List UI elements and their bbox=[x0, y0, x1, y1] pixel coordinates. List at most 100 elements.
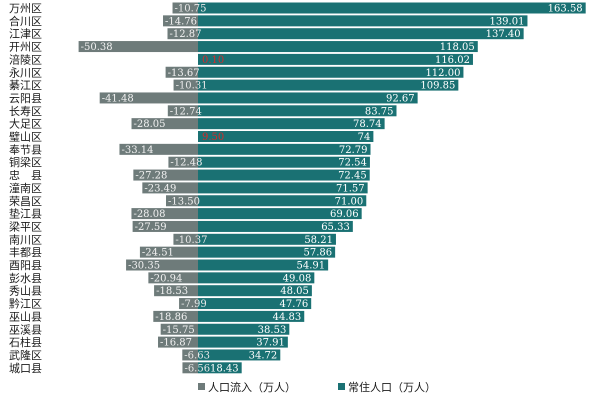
inflow-bar bbox=[119, 143, 198, 155]
category-label: 酉阳县 bbox=[9, 259, 42, 272]
resident-value-label: 72.54 bbox=[338, 158, 367, 169]
resident-bar bbox=[198, 79, 459, 91]
category-label: 丰都县 bbox=[9, 246, 42, 259]
resident-value-label: 48.05 bbox=[280, 286, 309, 297]
inflow-bar bbox=[158, 336, 198, 348]
resident-bar bbox=[198, 66, 464, 78]
category-labels: 万州区合川区江津区开州区涪陵区永川区綦江区云阳县长寿区大足区璧山区奉节县铜梁区忠… bbox=[9, 2, 42, 375]
resident-value-label: 112.00 bbox=[425, 68, 460, 79]
resident-bar bbox=[198, 15, 528, 27]
resident-value-label: 58.21 bbox=[304, 235, 333, 246]
inflow-value-label: -18.53 bbox=[156, 286, 188, 297]
resident-value-label: 139.01 bbox=[489, 16, 524, 27]
category-label: 开州区 bbox=[9, 41, 42, 54]
category-label: 垫江县 bbox=[9, 207, 42, 221]
resident-bar bbox=[198, 349, 281, 361]
resident-value-label: 69.06 bbox=[330, 209, 359, 220]
inflow-value-label: -10.31 bbox=[176, 81, 208, 92]
resident-bar bbox=[198, 143, 371, 155]
resident-bar bbox=[198, 259, 329, 271]
resident-value-label: 78.74 bbox=[353, 119, 382, 130]
legend: 人口流入（万人） 常住人口（万人） bbox=[198, 380, 436, 394]
inflow-value-label: -6.63 bbox=[184, 350, 210, 361]
resident-bar bbox=[198, 246, 336, 258]
category-label: 城口县 bbox=[9, 362, 42, 375]
resident-bar bbox=[198, 208, 362, 220]
resident-bar bbox=[198, 195, 367, 207]
inflow-value-label: -10.37 bbox=[175, 235, 207, 246]
resident-value-label: 92.67 bbox=[386, 93, 415, 104]
inflow-value-label: -27.59 bbox=[135, 222, 167, 233]
inflow-bar bbox=[173, 233, 198, 245]
resident-value-label: 71.00 bbox=[335, 196, 364, 207]
inflow-bar bbox=[173, 79, 198, 91]
resident-value-label: 54.91 bbox=[296, 261, 325, 272]
inflow-value-label: -28.08 bbox=[133, 209, 165, 220]
inflow-value-label: -28.05 bbox=[134, 119, 166, 130]
inflow-bar bbox=[165, 66, 198, 78]
resident-bar bbox=[198, 182, 368, 194]
resident-value-label: 83.75 bbox=[365, 106, 394, 117]
category-label: 长寿区 bbox=[9, 104, 42, 118]
resident-value-label: 38.53 bbox=[258, 325, 287, 336]
resident-bar bbox=[198, 53, 473, 65]
resident-value-label: 18.43 bbox=[210, 363, 239, 374]
legend-swatch-resident bbox=[338, 383, 345, 390]
inflow-value-label: -18.86 bbox=[155, 312, 187, 323]
resident-value-label: 44.83 bbox=[273, 312, 302, 323]
inflow-value-label: -50.38 bbox=[81, 42, 113, 53]
inflow-value-label: -24.51 bbox=[142, 248, 174, 259]
legend-swatch-inflow bbox=[198, 383, 205, 390]
category-label: 綦江区 bbox=[9, 79, 42, 92]
category-label: 武隆区 bbox=[9, 348, 42, 362]
inflow-value-label: -15.75 bbox=[163, 325, 195, 336]
resident-bar bbox=[198, 298, 312, 310]
inflow-value-label: -20.94 bbox=[150, 273, 182, 284]
inflow-value-label: -41.48 bbox=[102, 93, 134, 104]
inflow-bar bbox=[142, 182, 198, 194]
resident-bar bbox=[198, 310, 305, 322]
category-label: 铜梁区 bbox=[9, 155, 42, 169]
category-label: 巫山县 bbox=[9, 310, 42, 323]
inflow-value-label: -13.50 bbox=[168, 196, 200, 207]
legend-label-resident: 常住人口（万人） bbox=[348, 380, 436, 394]
category-label: 万州区 bbox=[9, 2, 42, 15]
inflow-bar bbox=[78, 41, 198, 53]
inflow-value-label: -16.87 bbox=[160, 338, 192, 349]
category-label: 合川区 bbox=[9, 14, 42, 28]
resident-value-label: 47.76 bbox=[280, 299, 309, 310]
legend-label-inflow: 人口流入（万人） bbox=[208, 380, 296, 394]
inflow-bar bbox=[182, 362, 198, 374]
inflow-value-label: -6.56 bbox=[184, 363, 210, 374]
resident-value-label: 71.57 bbox=[336, 183, 365, 194]
category-label: 永川区 bbox=[9, 65, 42, 79]
resident-value-label: 57.86 bbox=[303, 248, 332, 259]
resident-value-label: 37.91 bbox=[256, 338, 285, 349]
inflow-bar bbox=[131, 208, 198, 220]
inflow-value-label: 9.50 bbox=[202, 132, 224, 143]
resident-bar bbox=[198, 233, 336, 245]
resident-value-label: 72.45 bbox=[338, 171, 367, 182]
inflow-value-label: 0.10 bbox=[202, 55, 224, 66]
inflow-bar bbox=[167, 28, 198, 40]
inflow-bar bbox=[163, 15, 198, 27]
resident-value-label: 116.02 bbox=[435, 55, 470, 66]
category-label: 石柱县 bbox=[9, 335, 42, 349]
inflow-bar bbox=[167, 105, 198, 117]
category-label: 忠 县 bbox=[9, 169, 42, 182]
resident-bar bbox=[198, 131, 374, 142]
resident-bar bbox=[198, 2, 586, 14]
inflow-value-label: -14.76 bbox=[165, 16, 197, 27]
inflow-bar bbox=[133, 169, 198, 181]
resident-bar bbox=[198, 41, 478, 53]
resident-bar bbox=[198, 336, 288, 348]
resident-bars bbox=[198, 2, 586, 374]
resident-value-label: 109.85 bbox=[420, 81, 455, 92]
resident-bar bbox=[198, 285, 312, 297]
inflow-value-label: -27.28 bbox=[135, 171, 167, 182]
resident-value-label: 34.72 bbox=[249, 350, 278, 361]
category-label: 云阳县 bbox=[9, 92, 42, 105]
category-label: 南川区 bbox=[9, 233, 42, 246]
inflow-bar bbox=[126, 259, 198, 271]
